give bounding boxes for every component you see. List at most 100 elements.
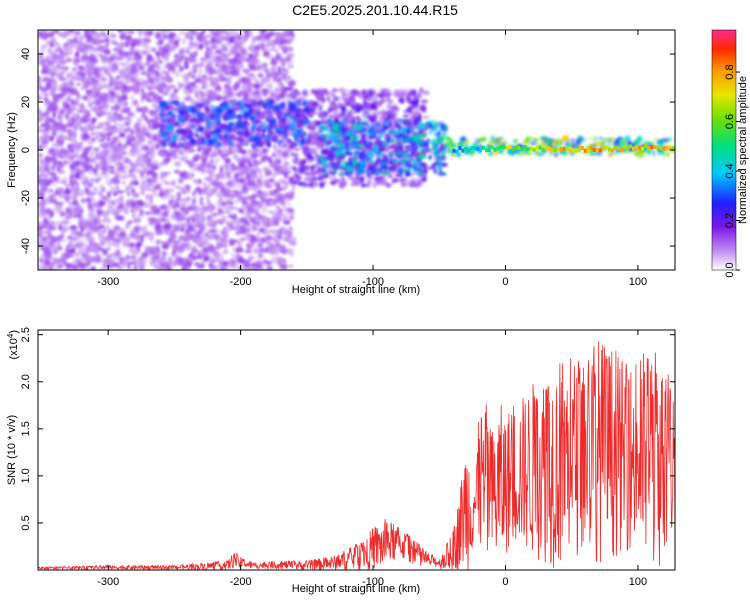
heatmap-cell (260, 248, 268, 253)
heatmap-cell (65, 188, 71, 195)
heatmap-cell (280, 152, 288, 159)
heatmap-cell (298, 167, 305, 175)
heatmap-cell (131, 164, 137, 168)
heatmap-cell (212, 186, 219, 192)
heatmap-cell (289, 30, 294, 37)
heatmap-cell (38, 78, 44, 84)
heatmap-cell (379, 93, 385, 100)
heatmap-cell (87, 202, 93, 209)
heatmap-cell (179, 55, 184, 59)
heatmap-cell (57, 150, 62, 157)
heatmap-cell (226, 201, 234, 205)
heatmap-cell (160, 38, 166, 42)
heatmap-cell (212, 233, 220, 240)
heatmap-cell (270, 60, 278, 66)
heatmap-cell (241, 68, 250, 73)
heatmap-cell (150, 144, 157, 151)
heatmap-cell (333, 110, 341, 116)
heatmap-cell (129, 56, 137, 62)
heatmap-cell (303, 93, 309, 97)
heatmap-cell (98, 230, 105, 238)
heatmap-region-0 (38, 30, 297, 270)
heatmap-cell (94, 178, 100, 183)
heatmap-cell (80, 87, 85, 91)
heatmap-cell (110, 186, 119, 192)
heatmap-cell (249, 84, 254, 90)
heatmap-cell (197, 73, 202, 80)
heatmap-cell (70, 237, 78, 242)
heatmap-cell (177, 178, 185, 182)
heatmap-cell (95, 108, 102, 114)
heatmap-cell (244, 249, 253, 254)
heatmap-cell (242, 38, 247, 43)
heatmap-cell (288, 85, 294, 92)
heatmap-cell (40, 235, 48, 242)
heatmap-cell (403, 109, 409, 114)
heatmap-cell (180, 215, 187, 221)
heatmap-cell (112, 52, 119, 57)
heatmap-cell (65, 244, 71, 249)
heatmap-cell (233, 72, 242, 77)
heatmap-cell (212, 37, 219, 44)
heatmap-cell (81, 252, 85, 257)
heatmap-cell (74, 51, 80, 58)
heatmap-cell (214, 61, 219, 68)
heatmap-cell (38, 264, 45, 270)
heatmap-cell (114, 105, 120, 112)
heatmap-cell (234, 206, 239, 211)
heatmap-cell (275, 246, 281, 251)
heatmap-cell (217, 209, 225, 216)
heatmap-cell (253, 88, 261, 93)
heatmap-cell (216, 194, 222, 198)
heatmap-cell (140, 228, 147, 235)
heatmap-cell (185, 185, 190, 191)
heatmap-cell (105, 255, 110, 260)
heatmap-cell (280, 38, 289, 45)
heatmap-cell (265, 169, 273, 176)
heatmap-cell (193, 69, 199, 73)
heatmap-cell (153, 264, 161, 270)
heatmap-cell (173, 169, 181, 174)
heatmap-cell (114, 244, 121, 249)
heatmap-cell (50, 165, 56, 171)
heatmap-cell (64, 154, 70, 160)
heatmap-cell (80, 197, 86, 204)
heatmap-cell (247, 179, 251, 186)
heatmap-cell (240, 54, 248, 58)
heatmap-cell (268, 48, 277, 52)
heatmap-cell (224, 248, 228, 253)
heatmap-cell (64, 198, 70, 203)
heatmap-cell (193, 42, 200, 47)
heatmap-cell (132, 87, 138, 94)
heatmap-cell (199, 221, 206, 229)
heatmap-cell (87, 123, 95, 129)
heatmap-cell (153, 117, 159, 123)
heatmap-cell (179, 65, 184, 72)
heatmap-cell (97, 52, 101, 57)
heatmap-cell (267, 210, 273, 214)
heatmap-cell (93, 247, 98, 255)
heatmap-cell (131, 49, 135, 56)
heatmap-cell (261, 219, 268, 224)
heatmap-cell (47, 198, 56, 203)
heatmap-cell (402, 114, 410, 118)
heatmap-cell (191, 198, 197, 205)
heatmap-cell (228, 241, 236, 246)
heatmap-cell (83, 219, 92, 226)
heatmap-cell (146, 172, 150, 178)
heatmap-cell (43, 68, 50, 71)
heatmap-cell (163, 222, 170, 230)
heatmap-cell (143, 225, 148, 229)
heatmap-cell (65, 183, 69, 190)
heatmap-cell (210, 93, 216, 98)
heatmap-cell (160, 177, 168, 181)
heatmap-cell (135, 82, 143, 88)
heatmap-cell (281, 45, 289, 52)
heatmap-cell (109, 170, 116, 174)
heatmap-cell (40, 88, 48, 92)
heatmap-cell (108, 56, 113, 62)
heatmap-cell (221, 47, 227, 53)
heatmap-cell (69, 33, 75, 38)
heatmap-cell (290, 240, 297, 246)
